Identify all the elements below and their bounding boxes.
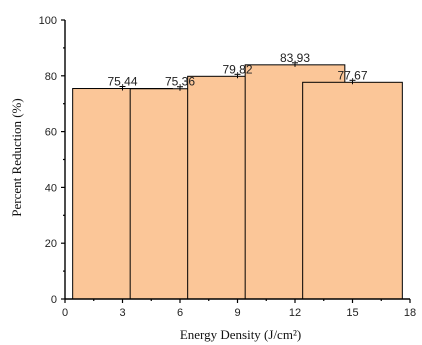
data-label: 79,82 (222, 62, 252, 76)
x-axis-title: Energy Density (J/cm²) (180, 327, 301, 342)
x-tick-label: 9 (234, 307, 240, 319)
x-tick-label: 18 (404, 307, 416, 319)
ticks-layer: 0 20 40 60 80 100 0 3 6 9 12 15 18 (39, 15, 416, 319)
y-tick-label: 60 (45, 127, 57, 139)
x-tick-label: 12 (289, 307, 301, 319)
x-tick-label: 15 (346, 307, 358, 319)
data-label: 75,36 (165, 75, 195, 89)
y-axis-title: Percent Reduction (%) (9, 98, 24, 216)
data-label: 77,67 (337, 68, 367, 82)
data-labels-layer: 75,44 75,36 79,82 83,93 77,67 (107, 51, 367, 89)
x-tick-label: 0 (62, 307, 68, 319)
y-tick-label: 40 (45, 182, 57, 194)
y-tick-label: 80 (45, 71, 57, 83)
bars-layer (72, 62, 403, 300)
data-label: 83,93 (280, 51, 310, 65)
x-tick-label: 6 (177, 307, 183, 319)
y-tick-label: 0 (51, 294, 57, 306)
bar (302, 81, 403, 300)
x-tick-label: 3 (119, 307, 125, 319)
data-label: 75,44 (107, 75, 137, 89)
y-tick-label: 20 (45, 238, 57, 250)
y-tick-label: 100 (39, 15, 57, 27)
